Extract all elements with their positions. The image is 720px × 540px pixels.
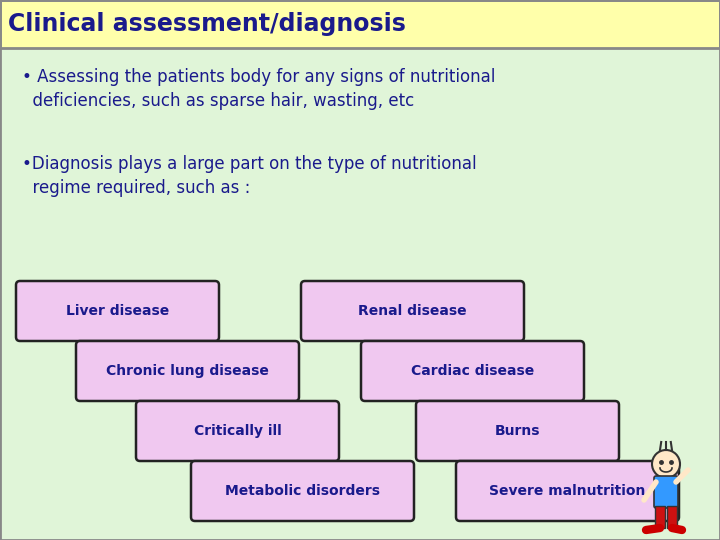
Text: •Diagnosis plays a large part on the type of nutritional: •Diagnosis plays a large part on the typ… [22, 155, 477, 173]
Text: Metabolic disorders: Metabolic disorders [225, 484, 380, 498]
Text: Liver disease: Liver disease [66, 304, 169, 318]
Text: Chronic lung disease: Chronic lung disease [106, 364, 269, 378]
FancyBboxPatch shape [655, 506, 665, 528]
Text: Renal disease: Renal disease [358, 304, 467, 318]
Text: Clinical assessment/diagnosis: Clinical assessment/diagnosis [8, 12, 406, 36]
Text: deficiencies, such as sparse hair, wasting, etc: deficiencies, such as sparse hair, wasti… [22, 92, 414, 110]
FancyBboxPatch shape [76, 341, 299, 401]
FancyBboxPatch shape [0, 0, 360, 48]
FancyBboxPatch shape [0, 0, 720, 48]
FancyBboxPatch shape [191, 461, 414, 521]
FancyBboxPatch shape [16, 281, 219, 341]
Text: Cardiac disease: Cardiac disease [411, 364, 534, 378]
Text: Burns: Burns [495, 424, 540, 438]
FancyBboxPatch shape [654, 476, 678, 508]
Text: regime required, such as :: regime required, such as : [22, 179, 251, 197]
FancyBboxPatch shape [416, 401, 619, 461]
FancyBboxPatch shape [456, 461, 679, 521]
FancyBboxPatch shape [301, 281, 524, 341]
FancyBboxPatch shape [136, 401, 339, 461]
FancyBboxPatch shape [361, 341, 584, 401]
FancyBboxPatch shape [667, 506, 677, 528]
Text: Critically ill: Critically ill [194, 424, 282, 438]
Text: • Assessing the patients body for any signs of nutritional: • Assessing the patients body for any si… [22, 68, 495, 86]
Text: Severe malnutrition: Severe malnutrition [490, 484, 646, 498]
Circle shape [652, 450, 680, 478]
